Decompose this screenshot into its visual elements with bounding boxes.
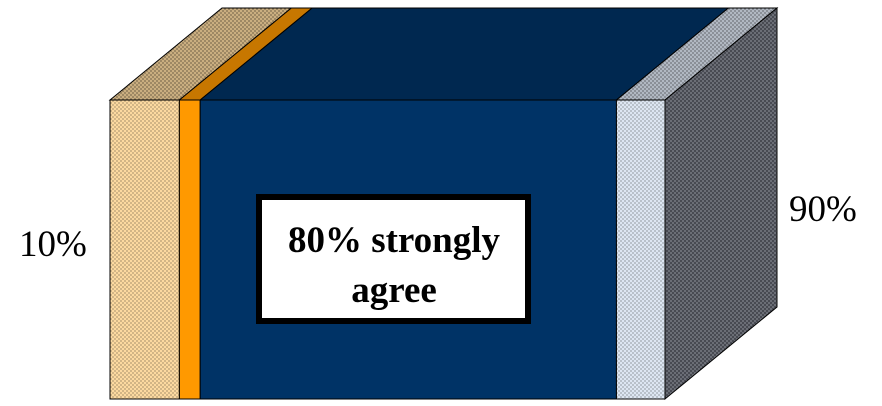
bar-segment-front-1 [109, 99, 180, 400]
top-face-group [108, 7, 779, 101]
right-percent-label: 90% [789, 189, 857, 230]
bar-side-face [664, 6, 778, 401]
left-percent-label: 10% [19, 224, 87, 265]
right-side-face-group [664, 6, 778, 401]
bar-segment-front-4 [615, 99, 666, 400]
callout-line-1: 80% strongly [288, 220, 501, 261]
bar-segment-front-2 [178, 99, 201, 400]
callout-line-2: agree [351, 270, 437, 311]
callout-box [256, 194, 531, 324]
